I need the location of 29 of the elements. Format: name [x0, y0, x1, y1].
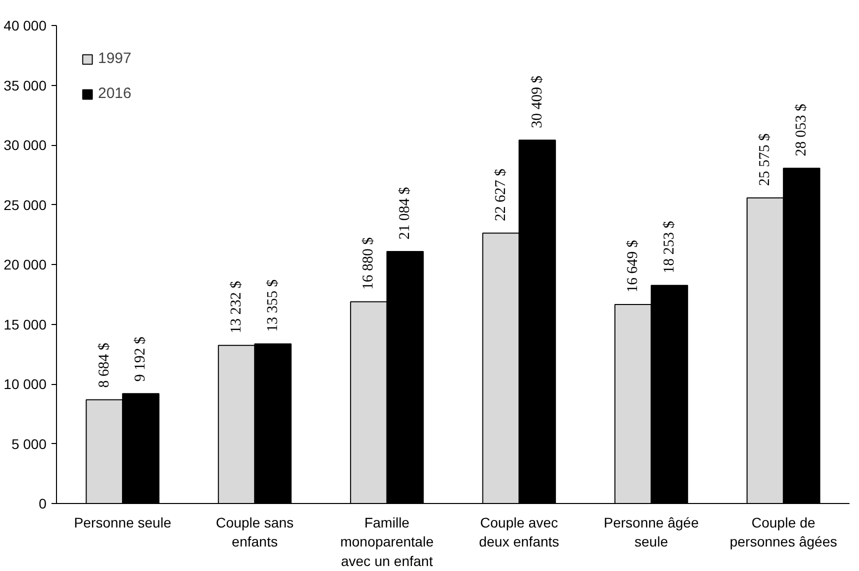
x-tick-label: Famille monoparentale avec un enfant [340, 514, 434, 569]
y-tick-label: 35 000 [4, 77, 47, 94]
data-label: 18 253 $ [661, 220, 678, 274]
y-tick-label: 40 000 [4, 18, 47, 34]
legend-label: 1997 [98, 50, 132, 67]
data-label: 28 053 $ [794, 103, 810, 156]
data-label: 25 575 $ [757, 132, 774, 186]
y-tick-label: 10 000 [4, 376, 47, 392]
x-tick-label: Couple de personnes âgées [730, 514, 838, 550]
data-label: 13 232 $ [228, 280, 245, 334]
x-tick-label: Personne âgée seule [604, 514, 699, 550]
data-label: 8 684 $ [96, 342, 112, 388]
y-tick-label: 0 [38, 496, 47, 512]
data-label: 9 192 $ [132, 336, 149, 382]
y-tick-label: 20 000 [4, 256, 47, 272]
y-tick-label: 5 000 [11, 436, 47, 452]
x-tick-label: Personne seule [74, 514, 172, 530]
x-tick-label: Couple avec deux enfants [478, 514, 560, 550]
data-label: 16 880 $ [360, 236, 377, 290]
data-label: 22 627 $ [492, 168, 509, 222]
x-tick-label: Couple sans enfants [216, 514, 294, 550]
data-label: 16 649 $ [625, 240, 642, 293]
y-tick-label: 15 000 [4, 316, 47, 332]
data-label: 21 084 $ [397, 186, 414, 240]
data-label: 13 355 $ [264, 278, 281, 332]
y-tick-label: 30 000 [4, 137, 47, 153]
y-tick-label: 25 000 [4, 196, 47, 213]
legend-label: 2016 [98, 85, 132, 102]
data-label: 30 409 $ [529, 75, 546, 128]
